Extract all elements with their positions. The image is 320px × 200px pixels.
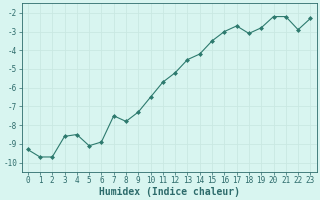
X-axis label: Humidex (Indice chaleur): Humidex (Indice chaleur)	[99, 186, 240, 197]
